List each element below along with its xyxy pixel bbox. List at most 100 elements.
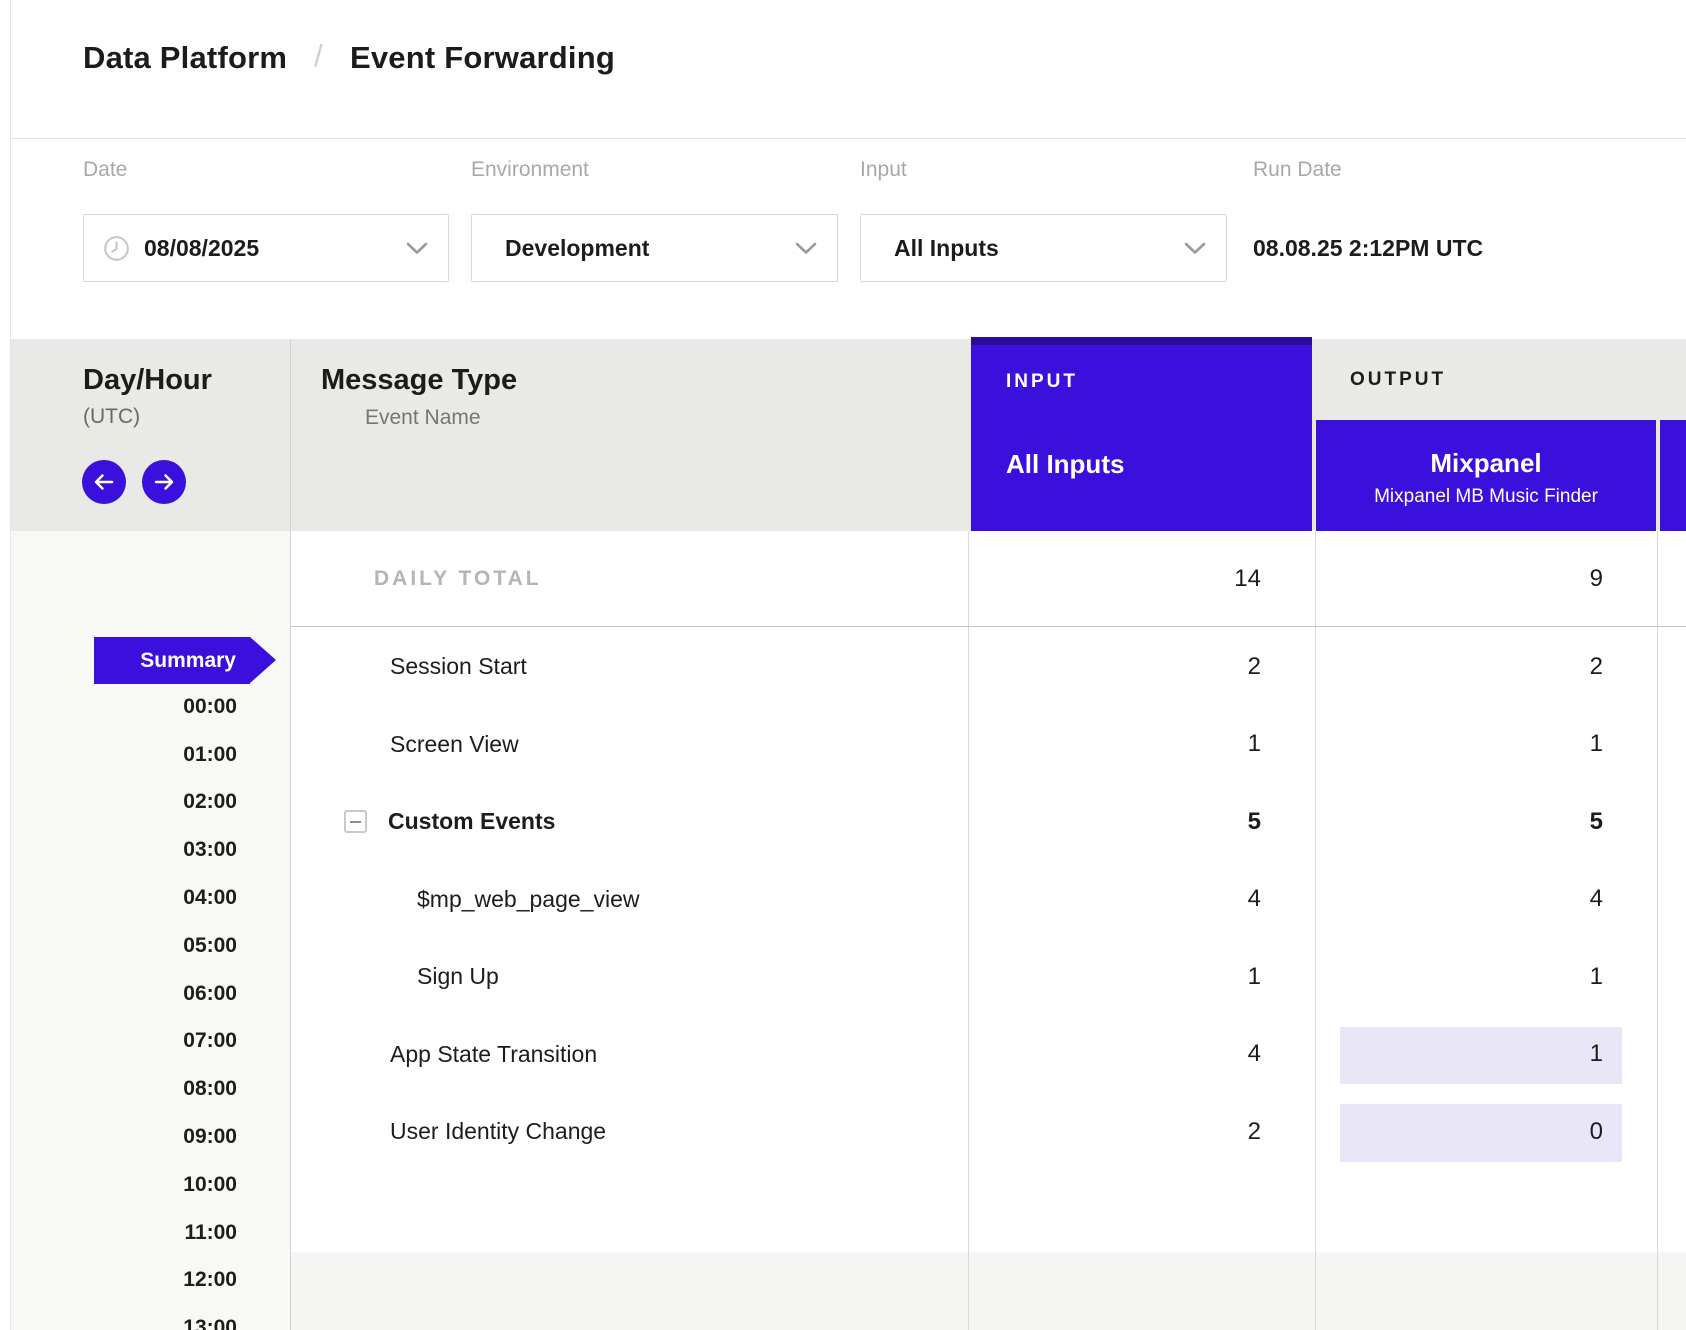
- input-column-header[interactable]: INPUT All Inputs: [971, 337, 1312, 531]
- chevron-down-icon: [1184, 242, 1206, 255]
- table-row: Screen View 1 1: [291, 706, 1686, 784]
- input-filter-label: Input: [860, 158, 907, 182]
- summary-row-selector[interactable]: Summary: [94, 637, 250, 684]
- event-name: $mp_web_page_view: [417, 886, 640, 913]
- input-count-cell: 2: [968, 1093, 1315, 1171]
- page-title: Event Forwarding: [350, 40, 615, 76]
- page-left-border: [10, 0, 11, 1330]
- hour-row[interactable]: 08:00: [10, 1065, 237, 1113]
- arrow-right-icon: [152, 472, 176, 492]
- count-highlight: [1340, 1104, 1622, 1162]
- minus-glyph: [350, 821, 361, 823]
- event-label-cell: User Identity Change: [291, 1118, 968, 1145]
- event-name: App State Transition: [390, 1041, 597, 1068]
- event-label-cell: Sign Up: [291, 963, 968, 990]
- breadcrumb-section[interactable]: Data Platform: [83, 40, 287, 76]
- input-count-cell: 5: [968, 783, 1315, 861]
- output-count-cell: 2: [1315, 628, 1657, 706]
- event-label-cell: App State Transition: [291, 1041, 968, 1068]
- output-count-cell: 1: [1315, 938, 1657, 1016]
- filter-bar: Date 08/08/2025 Environment Development: [11, 140, 1686, 339]
- input-dropdown[interactable]: All Inputs: [860, 214, 1227, 282]
- input-column-title: All Inputs: [1006, 449, 1312, 480]
- input-count-cell: 4: [968, 861, 1315, 939]
- output-column-title: Mixpanel: [1430, 448, 1541, 479]
- hour-row[interactable]: 04:00: [10, 874, 237, 922]
- table-row: $mp_web_page_view 4 4: [291, 861, 1686, 939]
- event-label-cell: Screen View: [291, 731, 968, 758]
- environment-value: Development: [505, 235, 649, 262]
- hour-row[interactable]: 05:00: [10, 922, 237, 970]
- hour-row[interactable]: 06:00: [10, 970, 237, 1018]
- hour-row[interactable]: 00:00: [10, 683, 237, 731]
- event-name: Screen View: [390, 731, 519, 758]
- collapse-icon[interactable]: [344, 810, 367, 833]
- environment-filter-label: Environment: [471, 158, 589, 182]
- table-row: Session Start 2 2: [291, 628, 1686, 706]
- input-count-cell: 1: [968, 938, 1315, 1016]
- previous-day-button[interactable]: [82, 460, 126, 504]
- chevron-down-icon: [795, 242, 817, 255]
- output-count-cell: 5: [1315, 783, 1657, 861]
- input-value: All Inputs: [894, 235, 999, 262]
- output-column-header[interactable]: Mixpanel Mixpanel MB Music Finder: [1316, 420, 1656, 531]
- table-row: Custom Events 5 5: [291, 783, 1686, 861]
- message-type-header: Message Type: [321, 364, 517, 397]
- daily-total-row: DAILY TOTAL 14 9: [291, 531, 1686, 627]
- output-count-cell: 1: [1315, 706, 1657, 784]
- clock-icon: [103, 235, 130, 262]
- event-label-cell: Session Start: [291, 653, 968, 680]
- count-highlight: [1340, 1027, 1622, 1085]
- hour-row[interactable]: 02:00: [10, 779, 237, 827]
- event-label-cell: Custom Events: [291, 808, 968, 835]
- daily-total-label: DAILY TOTAL: [291, 567, 968, 591]
- hour-row[interactable]: 01:00: [10, 731, 237, 779]
- input-section-label: INPUT: [1006, 371, 1312, 393]
- event-name: Sign Up: [417, 963, 499, 990]
- date-value: 08/08/2025: [144, 235, 259, 262]
- date-dropdown[interactable]: 08/08/2025: [83, 214, 449, 282]
- output-section-label: OUTPUT: [1350, 369, 1446, 391]
- next-output-column-partial: [1660, 420, 1686, 531]
- hour-row[interactable]: 12:00: [10, 1257, 237, 1305]
- input-count-cell: 4: [968, 1016, 1315, 1094]
- day-nav: [82, 460, 186, 504]
- event-name: User Identity Change: [390, 1118, 606, 1145]
- input-column-accent-strip: [971, 337, 1312, 345]
- hour-list: 00:0001:0002:0003:0004:0005:0006:0007:00…: [10, 683, 237, 1330]
- hour-row[interactable]: 11:00: [10, 1209, 237, 1257]
- daily-total-output-cell: 9: [1315, 531, 1657, 626]
- event-name: Session Start: [390, 653, 527, 680]
- rail-divider: [290, 339, 291, 531]
- table-row: User Identity Change 2 0: [291, 1093, 1686, 1171]
- output-count-cell: 1: [1315, 1016, 1657, 1094]
- chevron-down-icon: [406, 242, 428, 255]
- next-day-button[interactable]: [142, 460, 186, 504]
- day-hour-header: Day/Hour: [83, 364, 212, 397]
- event-rows: Session Start 2 2 Screen View 1 1 Custom…: [291, 628, 1686, 1171]
- table-row: App State Transition 4 1: [291, 1016, 1686, 1094]
- hour-row[interactable]: 07:00: [10, 1018, 237, 1066]
- breadcrumb: Data Platform / Event Forwarding: [83, 40, 615, 76]
- hour-row[interactable]: 10:00: [10, 1161, 237, 1209]
- daily-total-input-cell: 14: [968, 531, 1315, 626]
- input-count-cell: 1: [968, 706, 1315, 784]
- input-count-cell: 2: [968, 628, 1315, 706]
- day-hour-timezone: (UTC): [83, 405, 140, 429]
- hour-row[interactable]: 13:00: [10, 1304, 237, 1330]
- event-name: Custom Events: [388, 808, 555, 835]
- table-footer-band: [291, 1252, 1686, 1330]
- table-row: Sign Up 1 1: [291, 938, 1686, 1016]
- hour-row[interactable]: 09:00: [10, 1113, 237, 1161]
- output-count-cell: 4: [1315, 861, 1657, 939]
- breadcrumb-separator: /: [314, 38, 323, 74]
- matrix-header: Day/Hour (UTC) Message Type Event Name I…: [10, 339, 1686, 531]
- environment-dropdown[interactable]: Development: [471, 214, 838, 282]
- date-filter-label: Date: [83, 158, 127, 182]
- top-bar: Data Platform / Event Forwarding: [11, 0, 1686, 139]
- output-count-cell: 0: [1315, 1093, 1657, 1171]
- hour-row[interactable]: 03:00: [10, 826, 237, 874]
- run-date-value: 08.08.25 2:12PM UTC: [1253, 235, 1483, 262]
- event-forwarding-page: Data Platform / Event Forwarding Date 08…: [0, 0, 1686, 1330]
- event-name-subheader: Event Name: [365, 406, 481, 430]
